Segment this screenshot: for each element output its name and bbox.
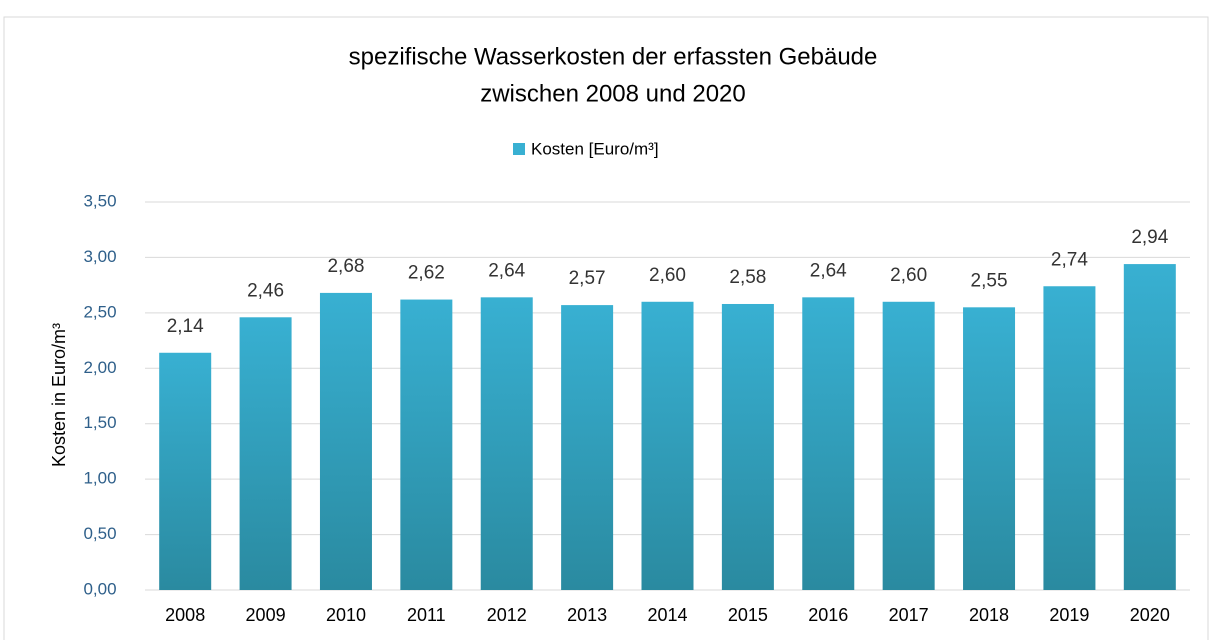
y-tick-label: 3,50 [83,191,116,210]
y-tick-label: 0,00 [83,579,116,598]
y-tick-label: 1,00 [83,469,116,488]
data-label: 2,68 [327,256,364,277]
data-label: 2,62 [408,263,445,284]
data-label: 2,64 [488,260,525,281]
x-tick-label: 2016 [808,605,848,625]
y-tick-label: 3,00 [83,247,116,266]
bar [1123,264,1176,590]
x-tick-label: 2013 [567,605,607,625]
bar [239,317,292,590]
data-label: 2,60 [890,265,927,286]
y-tick-label: 2,00 [83,358,116,377]
data-label: 2,58 [729,267,766,288]
data-label: 2,74 [1051,249,1088,270]
data-label: 2,55 [971,270,1008,291]
y-axis-label: Kosten in Euro/m³ [49,323,69,467]
x-tick-label: 2019 [1049,605,1089,625]
x-tick-label: 2015 [728,605,768,625]
legend-label: Kosten [Euro/m³] [531,139,659,158]
bar [400,299,453,590]
bar [802,297,855,590]
data-label: 2,46 [247,280,284,301]
data-label: 2,64 [810,260,847,281]
y-tick-label: 2,50 [83,302,116,321]
x-tick-label: 2012 [487,605,527,625]
x-tick-label: 2018 [969,605,1009,625]
legend-swatch [513,143,525,155]
y-tick-label: 0,50 [83,524,116,543]
x-tick-label: 2009 [246,605,286,625]
bar [721,303,774,590]
bar [882,301,935,590]
data-label: 2,57 [569,268,606,289]
chart-title: zwischen 2008 und 2020 [480,80,746,107]
bar [963,307,1016,590]
chart-frame [3,16,1209,640]
data-label: 2,94 [1131,227,1168,248]
x-tick-label: 2010 [326,605,366,625]
bar [480,297,533,590]
bar [159,352,212,590]
chart-title: spezifische Wasserkosten der erfassten G… [349,43,878,70]
y-tick-label: 1,50 [83,413,116,432]
x-tick-label: 2014 [647,605,687,625]
data-label: 2,60 [649,265,686,286]
bar [641,301,694,590]
bar [1043,286,1096,590]
x-tick-label: 2017 [889,605,929,625]
x-tick-label: 2008 [165,605,205,625]
x-tick-label: 2020 [1130,605,1170,625]
x-tick-label: 2011 [407,605,446,625]
data-label: 2,14 [167,316,204,337]
bar [561,305,614,590]
bar [319,292,372,590]
